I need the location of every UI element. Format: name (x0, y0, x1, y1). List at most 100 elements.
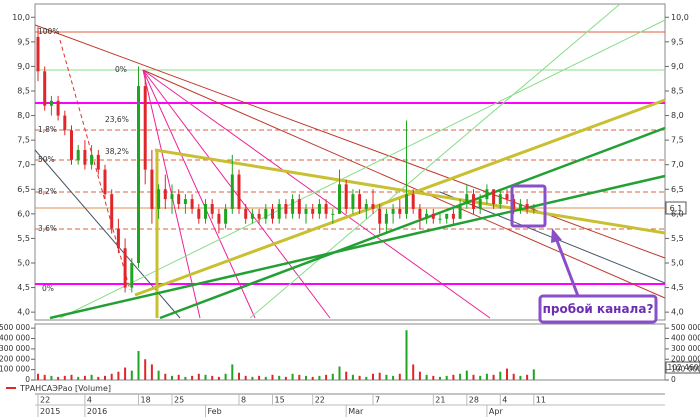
y-tick-label: 5,0 (17, 258, 30, 267)
volume-bar (197, 373, 200, 380)
y-tick-label: 7,5 (17, 136, 30, 145)
last-volume-box (665, 361, 700, 374)
volume-bar (331, 373, 334, 380)
legend-label: ТРАНСАЭРао [Volume] (19, 384, 111, 393)
body (317, 204, 321, 214)
y-tick-label: 9,5 (671, 37, 684, 46)
y2-tick-label: 200 000 (0, 354, 30, 363)
volume-bar (418, 371, 421, 380)
y-tick-label: 6,0 (671, 209, 684, 218)
body (224, 208, 228, 224)
body (56, 100, 60, 116)
body (304, 208, 308, 214)
y-tick-label: 4,0 (671, 308, 684, 317)
y-tick-label: 5,5 (17, 234, 30, 243)
volume-bar (452, 374, 455, 380)
volume-bar (372, 373, 374, 380)
highlight-box (510, 184, 547, 228)
volume-bar (90, 374, 93, 380)
y-tick-label: 5,0 (671, 258, 684, 267)
volume-bar (479, 375, 482, 380)
volume-bar (231, 364, 234, 380)
body (371, 204, 375, 209)
body (83, 149, 87, 165)
y2-tick-label: 300 000 (671, 344, 700, 353)
x-tick-label: 8 (241, 396, 246, 405)
volume-bar (532, 369, 535, 380)
volume-bar (97, 376, 100, 380)
volume-bar (244, 375, 247, 380)
body (137, 86, 140, 263)
y-tick-label: 9,0 (17, 62, 30, 71)
y-tick-label: 4,0 (17, 308, 30, 317)
body (485, 189, 489, 200)
body (364, 204, 368, 209)
body (217, 213, 221, 224)
volume-bar (506, 368, 508, 380)
volume-bar (124, 367, 127, 380)
volume-bar (445, 375, 448, 380)
y2-tick-label: 300 000 (0, 344, 30, 353)
fib-label: 0% (115, 65, 127, 74)
volume-bar (264, 376, 267, 380)
volume-bar (398, 373, 401, 380)
volume-bar (485, 373, 488, 380)
volume-bar (465, 370, 468, 380)
fib-label: 38,2% (105, 147, 129, 156)
body (331, 213, 335, 215)
body (532, 208, 536, 210)
volume-bar (104, 375, 106, 380)
body (130, 262, 134, 288)
body (384, 213, 388, 224)
volume-bar (358, 375, 361, 380)
body (472, 194, 475, 209)
volume-bar (472, 374, 475, 380)
volume-bar (499, 371, 502, 380)
fib-label: 23,6% (105, 115, 129, 124)
trend-line (249, 3, 621, 319)
fan-line (142, 69, 256, 319)
body (344, 184, 348, 209)
volume-bar (338, 366, 341, 380)
body (76, 149, 80, 160)
x-tick-label: 22 (315, 396, 325, 405)
volume-bar (425, 374, 428, 380)
last-price-box (665, 201, 687, 215)
y-tick-label: 6,0 (17, 209, 30, 218)
body (492, 189, 496, 205)
volume-bar (77, 376, 80, 380)
trend-line (59, 39, 131, 291)
volume-bar (318, 375, 321, 380)
y2-tick-label: 400 000 (0, 334, 30, 343)
volume-bar (291, 373, 294, 380)
volume-bar (378, 372, 381, 380)
y2-tick-label: 100 000 (671, 365, 700, 374)
volume-bar (171, 375, 173, 380)
body (157, 189, 161, 209)
body (425, 213, 429, 219)
volume-bar (365, 376, 368, 380)
volume-bar (519, 375, 522, 380)
body (170, 194, 174, 200)
arrow (554, 237, 580, 297)
fib-label: 0% (42, 284, 54, 293)
body (271, 208, 274, 219)
volume-bar (211, 375, 214, 380)
body (150, 169, 154, 209)
volume-bar (57, 376, 60, 380)
body (237, 174, 241, 209)
fib-labels: 100% 1,8% 50% 8,2% 3,6% 0% 0% 23,6% 38,2… (38, 27, 129, 293)
volume-bar (512, 373, 515, 380)
y-tick-label: 7,5 (671, 136, 684, 145)
body (525, 204, 529, 209)
body (163, 189, 167, 200)
body (284, 204, 288, 214)
y-tick-label: 10,0 (671, 13, 689, 22)
annotation: пробой канала? (543, 302, 654, 316)
y2-tick-label: 0 (671, 375, 676, 384)
body (110, 194, 114, 229)
body (418, 208, 422, 219)
body (297, 199, 301, 214)
y-tick-label: 8,5 (17, 86, 30, 95)
